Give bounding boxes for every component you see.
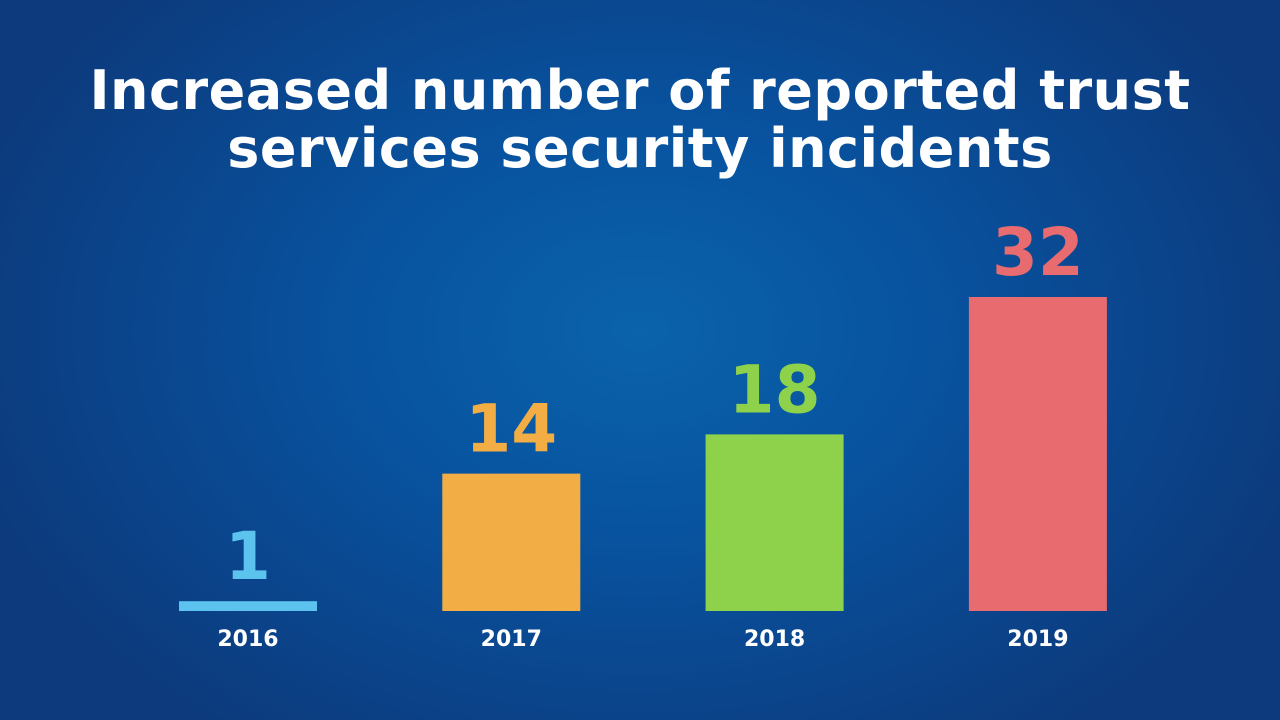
bar-2017 [442,473,581,611]
value-label-2016: 1 [225,518,271,595]
value-label-2019: 32 [992,214,1084,291]
value-label-2017: 14 [465,391,557,468]
bar-2016 [179,601,317,611]
chart-title-line-2: services security incidents [227,117,1053,180]
bar-2018 [705,434,844,611]
year-label-2018: 2018 [744,627,805,652]
chart-title: Increased number of reported trust servi… [0,62,1280,178]
chart-title-line-1: Increased number of reported trust [89,59,1191,122]
year-label-2017: 2017 [481,627,542,652]
year-label-2019: 2019 [1007,627,1068,652]
value-label-2018: 18 [729,351,821,428]
year-label-2016: 2016 [217,627,278,652]
bar-2019 [968,297,1107,611]
